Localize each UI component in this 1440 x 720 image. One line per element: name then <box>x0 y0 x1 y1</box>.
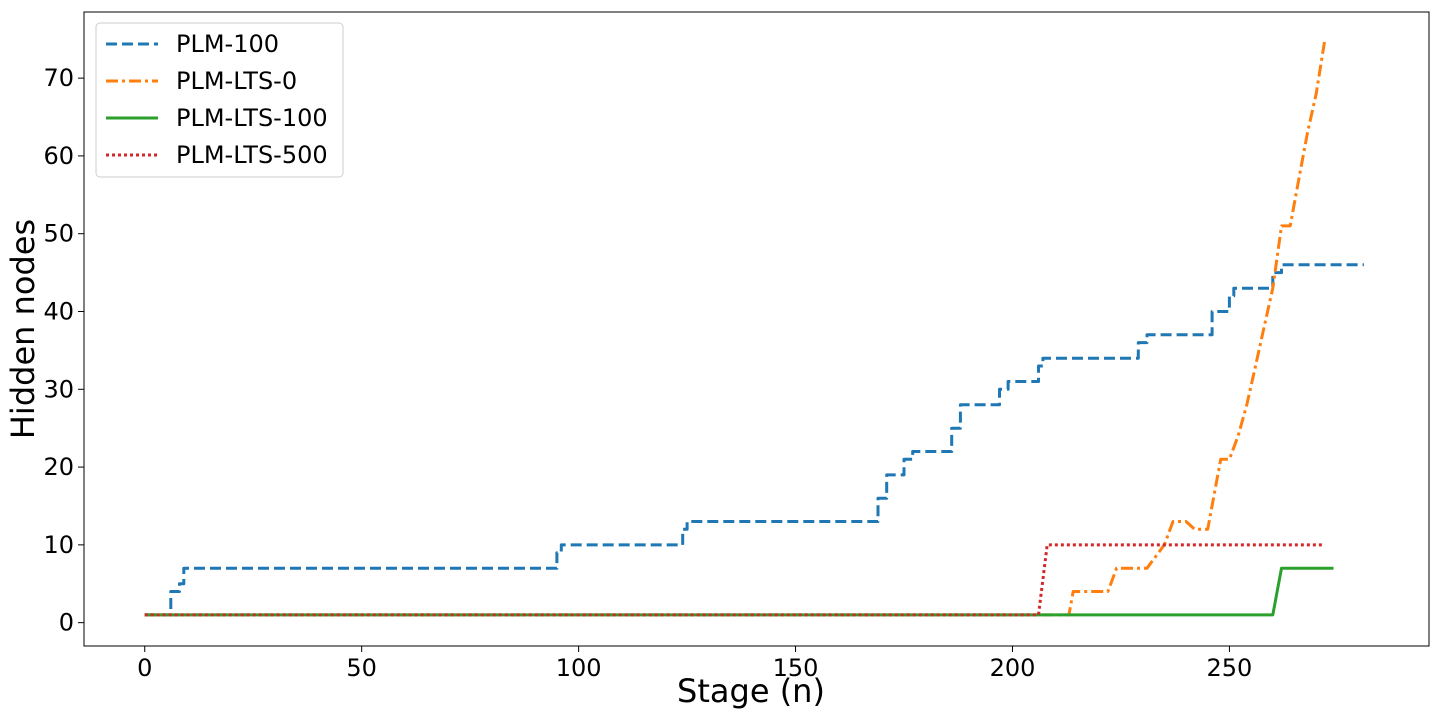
legend: PLM-100 PLM-LTS-0 PLM-LTS-100 PLM-LTS-500 <box>95 22 344 178</box>
y-tick-label: 0 <box>59 609 74 637</box>
x-tick-label: 100 <box>556 654 602 682</box>
legend-box <box>95 22 344 178</box>
y-tick-label: 60 <box>43 142 74 170</box>
y-axis-title: Hidden nodes <box>4 219 42 439</box>
x-tick-label: 0 <box>137 654 152 682</box>
x-axis-title: Stage (n) <box>677 672 825 710</box>
x-tick-label: 250 <box>1207 654 1253 682</box>
x-axis-ticks: 0 50 100 150 200 250 <box>137 646 1252 682</box>
series-lines <box>144 38 1364 617</box>
x-tick-label: 150 <box>773 654 819 682</box>
legend-label-2: PLM-LTS-0 <box>176 67 297 95</box>
legend-label-3: PLM-LTS-100 <box>176 104 328 132</box>
y-tick-label: 20 <box>43 453 74 481</box>
y-tick-label: 50 <box>43 220 74 248</box>
legend-label-4: PLM-LTS-500 <box>176 141 328 169</box>
y-tick-label: 30 <box>43 375 74 403</box>
legend-label-1: PLM-100 <box>176 30 279 58</box>
series-line-3 <box>144 566 1334 617</box>
y-axis-ticks: 0 10 20 30 40 50 60 70 <box>43 64 84 637</box>
series-line-4 <box>144 543 1325 617</box>
y-tick-label: 40 <box>43 297 74 325</box>
series-line-1 <box>144 263 1364 617</box>
x-tick-label: 50 <box>346 654 377 682</box>
y-tick-label: 10 <box>43 531 74 559</box>
y-tick-label: 70 <box>43 64 74 92</box>
plot-frame <box>83 11 1430 647</box>
x-tick-label: 200 <box>990 654 1036 682</box>
series-line-2 <box>144 38 1327 617</box>
